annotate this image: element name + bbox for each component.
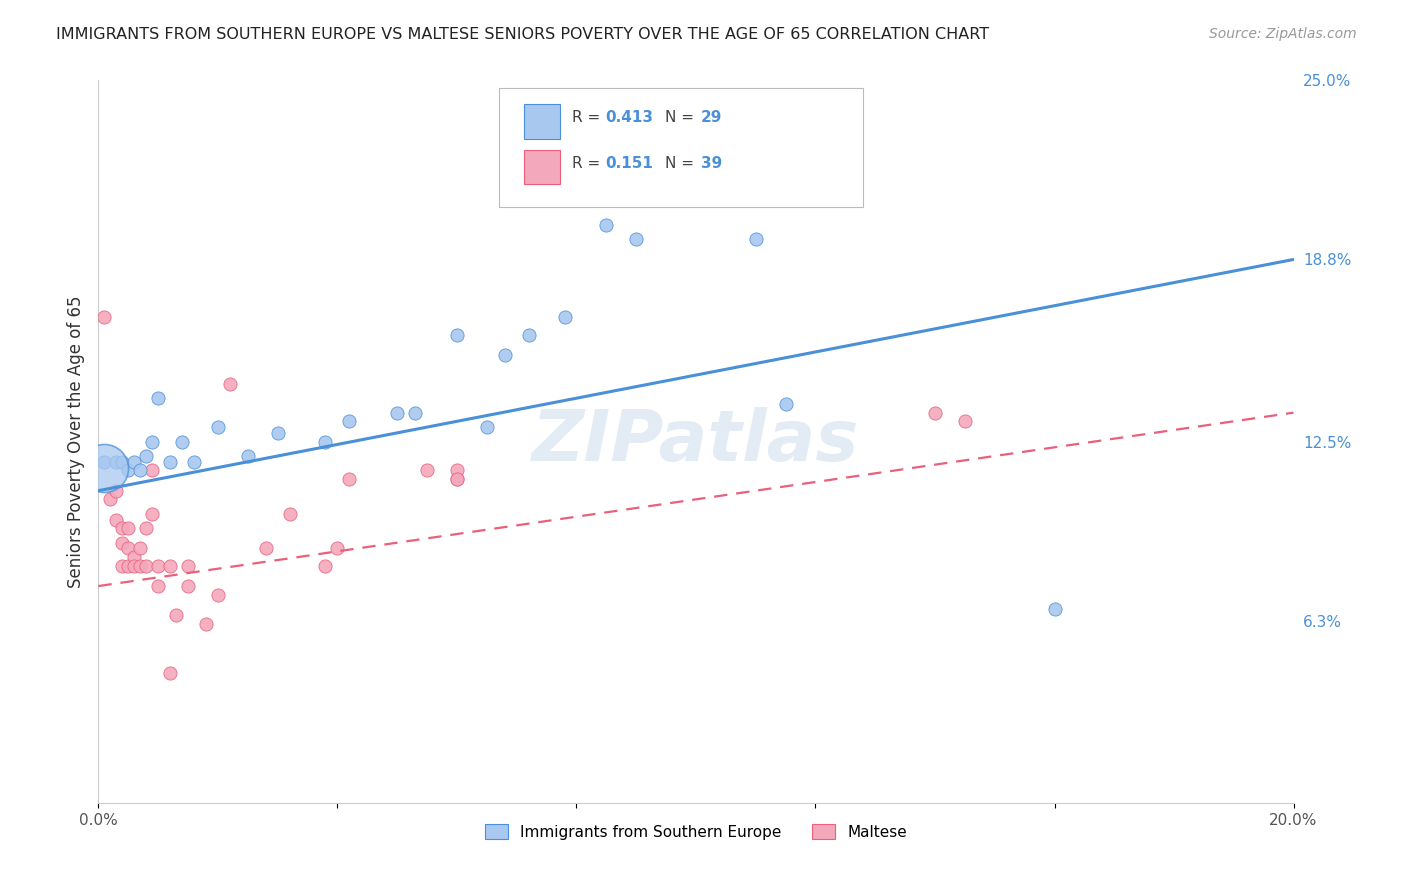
Point (148, 391, 170, 405)
Point (148, 579, 170, 593)
Point (141, 507, 163, 521)
Point (124, 455, 146, 469)
Point (446, 463, 468, 477)
Point (111, 558, 134, 573)
Point (159, 558, 181, 573)
Y-axis label: Seniors Poverty Over the Age of 65: Seniors Poverty Over the Age of 65 (66, 295, 84, 588)
Point (446, 472, 468, 486)
Point (172, 434, 194, 449)
Text: 39: 39 (700, 156, 723, 171)
Point (117, 558, 139, 573)
Point (177, 558, 200, 573)
Point (129, 463, 152, 477)
Point (93, 460, 115, 475)
Text: Source: ZipAtlas.com: Source: ZipAtlas.com (1209, 27, 1357, 41)
Text: IMMIGRANTS FROM SOUTHERN EUROPE VS MALTESE SENIORS POVERTY OVER THE AGE OF 65 CO: IMMIGRANTS FROM SOUTHERN EUROPE VS MALTE… (56, 27, 990, 42)
Point (219, 376, 242, 391)
Point (117, 463, 139, 477)
Point (207, 420, 229, 434)
Point (385, 406, 409, 420)
Point (105, 455, 128, 469)
Point (254, 541, 277, 556)
Point (446, 327, 468, 342)
Point (326, 541, 349, 556)
Point (339, 414, 361, 428)
Point (236, 449, 259, 463)
Point (494, 348, 516, 362)
Point (775, 397, 797, 411)
Point (124, 550, 146, 565)
Point (517, 327, 540, 342)
Text: R =: R = (572, 156, 605, 171)
Point (404, 406, 426, 420)
Text: R =: R = (572, 111, 605, 126)
Text: 0.151: 0.151 (605, 156, 652, 171)
Point (135, 449, 157, 463)
Point (183, 455, 205, 469)
FancyBboxPatch shape (499, 87, 863, 207)
Point (111, 535, 134, 549)
Point (339, 472, 361, 486)
Text: 0.413: 0.413 (605, 111, 654, 126)
Point (135, 558, 157, 573)
Point (111, 521, 134, 535)
Point (195, 616, 218, 631)
Text: N =: N = (665, 156, 699, 171)
Point (165, 607, 187, 622)
Point (315, 434, 337, 449)
Text: 29: 29 (700, 111, 723, 126)
Point (159, 455, 181, 469)
Point (135, 521, 157, 535)
Point (446, 472, 468, 486)
Point (141, 463, 163, 477)
Point (554, 310, 576, 325)
Legend: Immigrants from Southern Europe, Maltese: Immigrants from Southern Europe, Maltese (479, 818, 912, 846)
FancyBboxPatch shape (524, 150, 560, 185)
Point (98, 492, 122, 507)
Point (129, 558, 152, 573)
Point (595, 218, 617, 232)
Point (159, 665, 181, 680)
Point (924, 406, 946, 420)
FancyBboxPatch shape (524, 104, 560, 139)
Point (315, 558, 337, 573)
Point (953, 414, 976, 428)
Point (177, 579, 200, 593)
Point (207, 588, 229, 602)
Point (93, 455, 115, 469)
Point (105, 483, 128, 498)
Point (93, 310, 115, 325)
Point (111, 455, 134, 469)
Point (148, 558, 170, 573)
Point (124, 558, 146, 573)
Point (117, 521, 139, 535)
Point (745, 232, 768, 246)
Point (267, 425, 290, 440)
Point (1043, 602, 1066, 616)
Point (626, 232, 648, 246)
Point (129, 541, 152, 556)
Point (141, 434, 163, 449)
Point (475, 420, 498, 434)
Point (117, 541, 139, 556)
Point (278, 507, 301, 521)
Point (416, 463, 439, 477)
Text: N =: N = (665, 111, 699, 126)
Point (105, 512, 128, 526)
Text: ZIPatlas: ZIPatlas (533, 407, 859, 476)
